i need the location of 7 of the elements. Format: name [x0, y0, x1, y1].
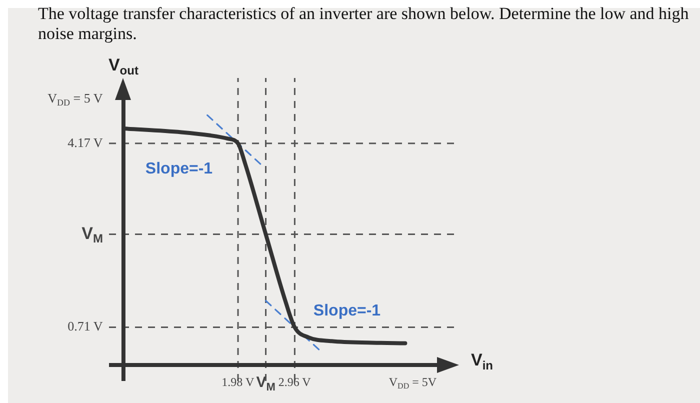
y-tick-label: 4.17 V	[68, 134, 104, 150]
x-tick-label: 1.98 V	[222, 375, 254, 390]
x-tick-label: 2.96 V	[278, 375, 312, 390]
y-tick-label: 0.71 V	[68, 318, 104, 334]
annotation: Slope=-1	[313, 302, 381, 320]
chart-title: The voltage transfer characteristics of an inverter are shown below. Determine the low and high noise margins.	[38, 4, 690, 44]
annotation: Slope=-1	[145, 160, 213, 178]
